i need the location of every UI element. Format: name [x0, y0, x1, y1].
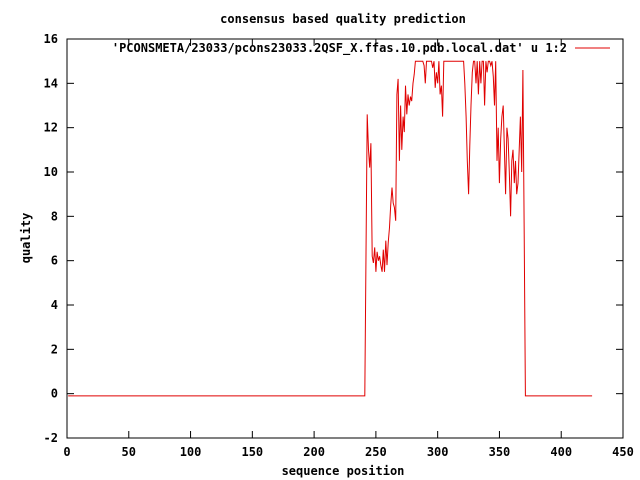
x-tick-label: 300	[427, 445, 449, 459]
y-tick-label: 0	[51, 387, 58, 401]
x-tick-label: 200	[303, 445, 325, 459]
y-tick-label: 4	[51, 298, 58, 312]
x-tick-label: 350	[489, 445, 511, 459]
x-tick-label: 450	[612, 445, 634, 459]
plot-frame	[66, 38, 624, 439]
x-tick-label: 250	[365, 445, 387, 459]
y-tick-label: 2	[51, 342, 58, 356]
x-tick-label: 100	[180, 445, 202, 459]
y-axis-label: quality	[19, 213, 33, 264]
y-tick-label: -2	[44, 431, 58, 445]
x-tick-label: 0	[63, 445, 70, 459]
y-axis: -2 0 2 4 6 8 10 12 14 16	[44, 32, 623, 445]
series-line	[68, 60, 593, 397]
y-tick-label: 12	[44, 121, 58, 135]
chart-title: consensus based quality prediction	[220, 12, 466, 26]
x-axis: 0 50 100 150 200 250 300 350 400 450	[63, 39, 634, 459]
y-tick-label: 10	[44, 165, 58, 179]
x-tick-label: 150	[241, 445, 263, 459]
plot-area	[68, 60, 593, 397]
y-tick-label: 6	[51, 254, 58, 268]
x-tick-label: 400	[550, 445, 572, 459]
x-tick-label: 50	[122, 445, 136, 459]
y-tick-label: 14	[44, 76, 58, 90]
legend-label: 'PCONSMETA/23033/pcons23033.2QSF_X.ffas.…	[112, 41, 567, 56]
legend: 'PCONSMETA/23033/pcons23033.2QSF_X.ffas.…	[112, 41, 610, 56]
y-tick-label: 8	[51, 209, 58, 223]
x-axis-label: sequence position	[282, 464, 405, 478]
y-tick-label: 16	[44, 32, 58, 46]
